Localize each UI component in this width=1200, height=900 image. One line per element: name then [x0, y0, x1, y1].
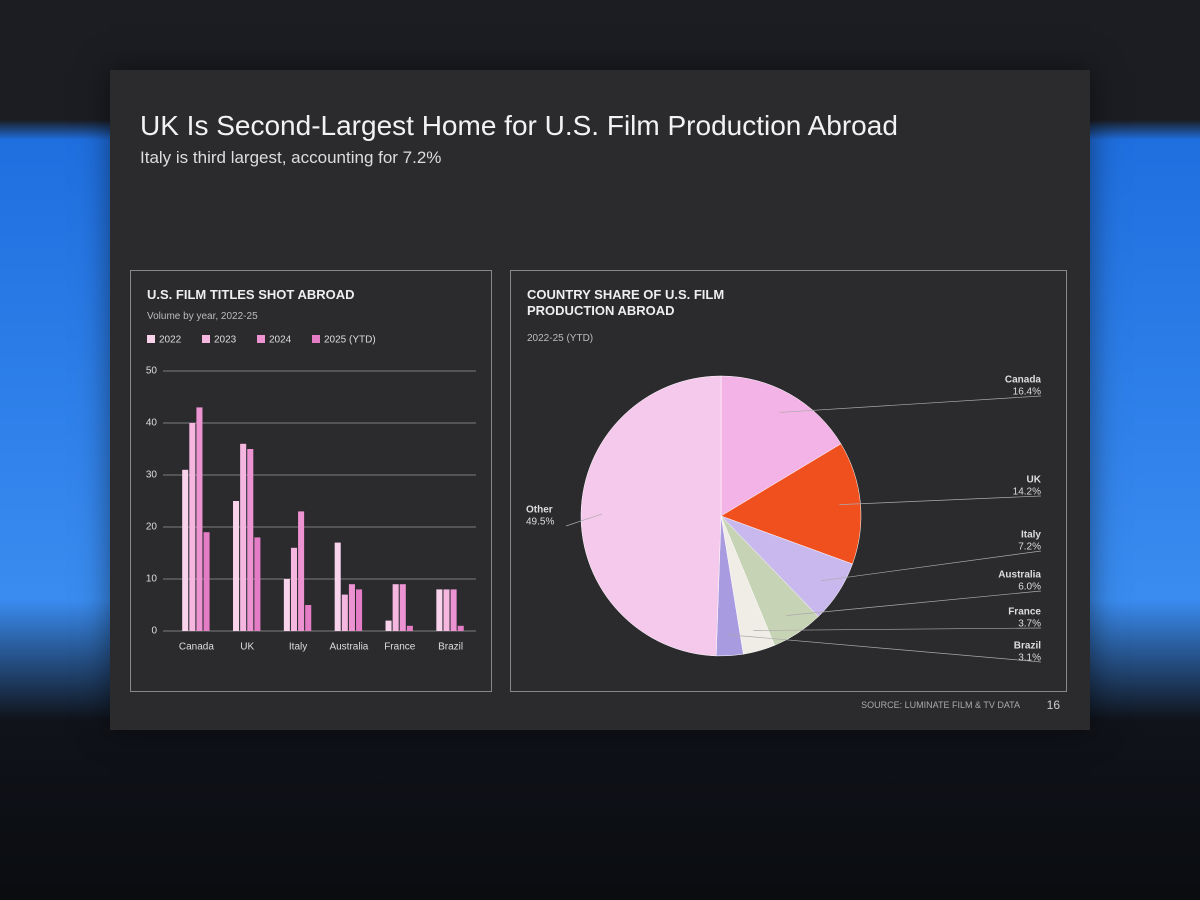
- pie-label: France: [1008, 607, 1041, 618]
- pie-slice: [720, 375, 842, 517]
- pie-label: Italy: [1021, 530, 1041, 541]
- y-tick-label: 50: [146, 366, 158, 377]
- pie-label: Australia: [998, 570, 1041, 581]
- bar: [305, 605, 312, 631]
- bar-panel: U.S. FILM TITLES SHOT ABROAD Volume by y…: [130, 270, 492, 692]
- pie-label: Brazil: [1014, 641, 1041, 652]
- y-tick-label: 30: [146, 470, 158, 481]
- pie-value: 7.2%: [1018, 542, 1041, 553]
- pie-panel: COUNTRY SHARE OF U.S. FILM PRODUCTION AB…: [510, 270, 1067, 692]
- bar: [443, 589, 450, 631]
- x-tick-label: Brazil: [438, 642, 463, 653]
- leader-line: [820, 550, 1042, 582]
- legend-label: 2024: [269, 335, 292, 346]
- y-tick-label: 0: [151, 626, 157, 637]
- slide-subtitle: Italy is third largest, accounting for 7…: [140, 148, 442, 167]
- bar: [298, 511, 305, 631]
- y-tick-label: 10: [146, 574, 158, 585]
- bar: [182, 469, 189, 631]
- x-tick-label: Italy: [289, 642, 307, 653]
- bar-chart: 2022 2023 2024 2025 (YTD) 0 10 20 30 40 50 Canada U…: [146, 335, 476, 653]
- leader-line: [786, 590, 1042, 616]
- y-tick-label: 40: [146, 418, 158, 429]
- bar: [348, 584, 355, 631]
- bar: [247, 449, 254, 631]
- pie-label: UK: [1027, 475, 1042, 486]
- pie-value: 3.7%: [1018, 619, 1041, 630]
- bar: [189, 423, 196, 631]
- slide: UK Is Second-Largest Home for U.S. Film …: [110, 70, 1090, 730]
- bar: [457, 625, 464, 631]
- pie-value: 14.2%: [1013, 487, 1041, 498]
- x-tick-label: France: [384, 642, 416, 653]
- slide-title: UK Is Second-Largest Home for U.S. Film …: [140, 110, 898, 141]
- bar: [233, 501, 240, 631]
- page-number: 16: [1046, 698, 1060, 712]
- legend-label: 2022: [159, 335, 182, 346]
- bar: [240, 443, 247, 631]
- bar: [341, 594, 348, 631]
- chart-subtitle: 2022-25 (YTD): [527, 333, 594, 344]
- bar: [203, 532, 210, 631]
- bar: [290, 547, 298, 631]
- pie-value: 6.0%: [1018, 582, 1041, 593]
- legend-swatch: [257, 335, 265, 343]
- chart-title: COUNTRY SHARE OF U.S. FILM PRODUCTION AB…: [527, 287, 725, 318]
- x-tick-label: Australia: [329, 642, 368, 653]
- pie-label: Canada: [1005, 375, 1042, 386]
- legend-swatch: [147, 335, 155, 343]
- legend-swatch: [202, 335, 210, 343]
- bar: [392, 584, 399, 631]
- bar: [356, 589, 363, 631]
- pie-label: Other: [526, 505, 553, 516]
- pie-value: 16.4%: [1013, 387, 1041, 398]
- chart-subtitle: Volume by year, 2022-25: [147, 311, 258, 322]
- x-tick-label: UK: [240, 642, 254, 653]
- bar: [196, 407, 203, 631]
- bar: [436, 589, 443, 631]
- pie-value: 49.5%: [526, 517, 554, 528]
- bar: [406, 625, 413, 631]
- bar: [254, 537, 261, 631]
- leader-line: [753, 627, 1042, 631]
- pie-value: 3.1%: [1018, 653, 1041, 664]
- bar: [399, 584, 406, 631]
- leader-line: [565, 513, 603, 527]
- y-tick-label: 20: [146, 522, 158, 533]
- legend-label: 2023: [214, 335, 237, 346]
- legend-swatch: [312, 335, 320, 343]
- leader-line: [779, 395, 1042, 413]
- pie-slice: [720, 443, 862, 565]
- bar: [450, 589, 457, 631]
- bar: [385, 620, 392, 631]
- x-tick-label: Canada: [179, 642, 214, 653]
- source: SOURCE: LUMINATE FILM & TV DATA: [861, 700, 1020, 710]
- bar: [283, 579, 290, 631]
- pie-slice: [580, 375, 722, 657]
- bar: [334, 542, 341, 631]
- leader-line: [839, 495, 1042, 505]
- legend-label: 2025 (YTD): [324, 335, 376, 346]
- chart-title: U.S. FILM TITLES SHOT ABROAD: [147, 287, 355, 302]
- leader-line: [728, 634, 1042, 663]
